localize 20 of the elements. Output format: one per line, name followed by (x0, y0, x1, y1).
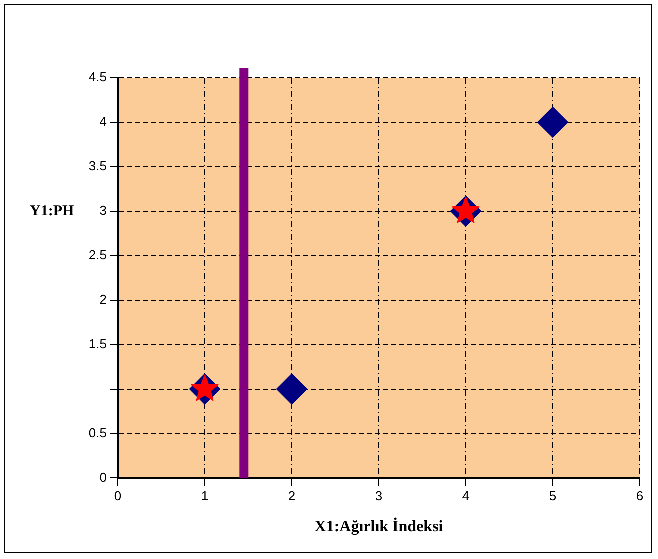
y-tick-label: 1.5 (88, 336, 107, 352)
x-tick-label: 0 (114, 488, 122, 504)
y-tick-label: 3.5 (88, 158, 107, 174)
y-tick-label: 0.5 (88, 425, 107, 440)
x-axis-title: X1:Ağırlık İndeksi (314, 518, 444, 536)
point (538, 106, 568, 138)
y-tick-label: 4.5 (88, 70, 107, 85)
x-tick-label: 4 (462, 488, 470, 504)
x-tick-label: 3 (375, 488, 383, 504)
x-tick-label: 1 (201, 488, 209, 504)
x-tick-label: 5 (549, 488, 557, 504)
x-tick-label: 6 (636, 488, 644, 504)
y-axis-title: Y1:PH (30, 203, 74, 220)
x-tick-label: 2 (288, 488, 296, 504)
point (276, 374, 308, 405)
y-tick-label: 3 (100, 202, 107, 218)
y-tick-label: 2 (100, 292, 107, 307)
y-tick-label: 0 (100, 470, 107, 485)
y-tick-label: 2.5 (88, 247, 107, 262)
y-tick-label: 4 (100, 114, 107, 130)
